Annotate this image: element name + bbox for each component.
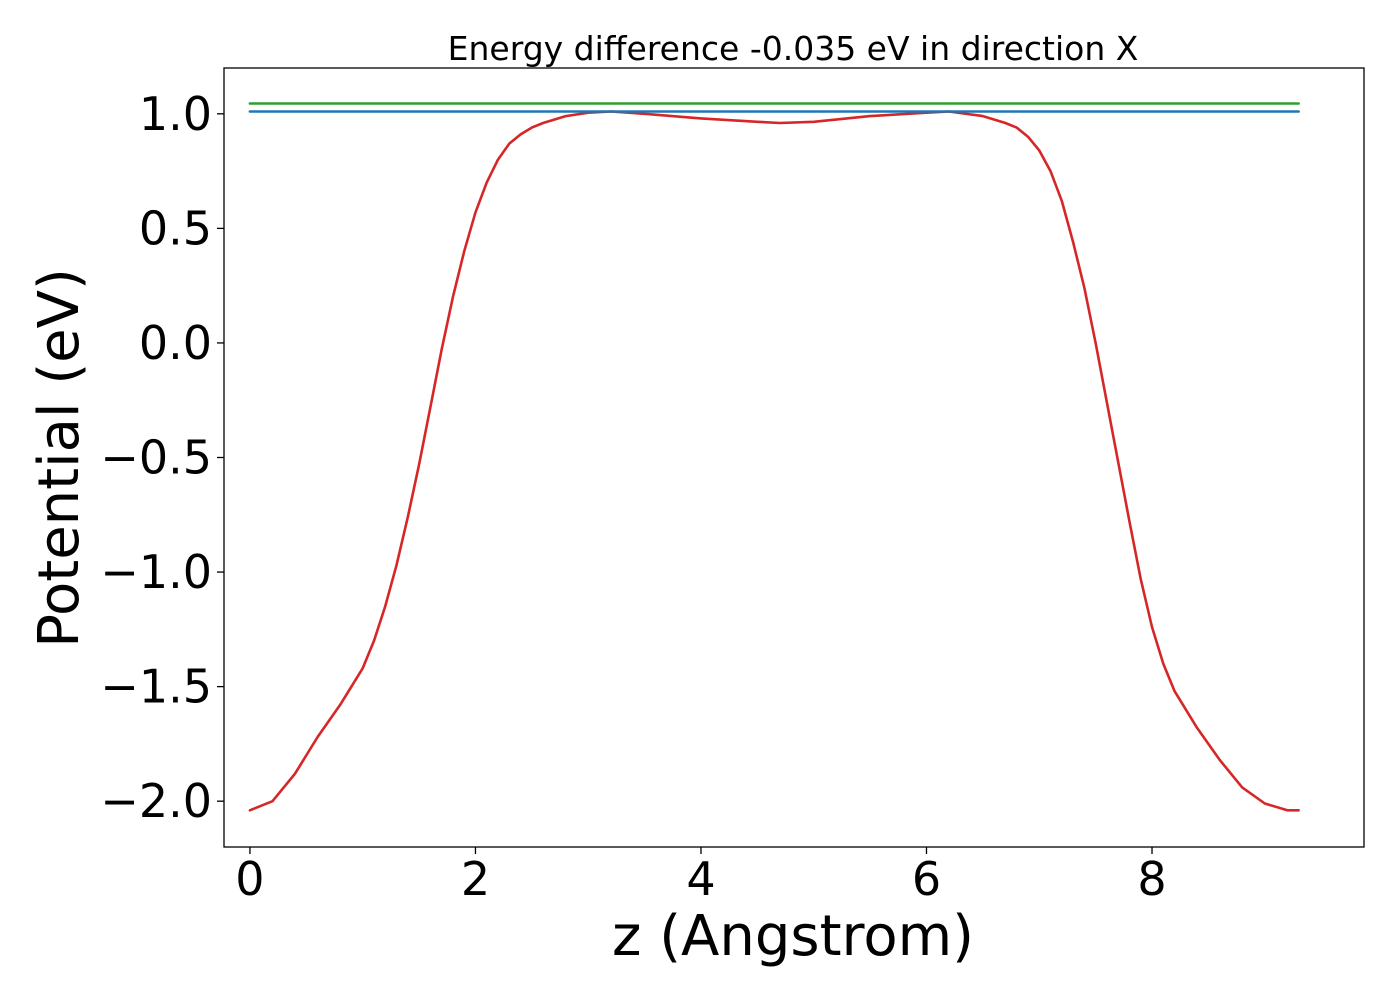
y-tick-label: −0.5 <box>100 431 212 485</box>
x-tick-label: 8 <box>1137 852 1166 906</box>
y-tick-label: −1.0 <box>100 545 212 599</box>
y-tick-label: −1.5 <box>100 660 212 714</box>
y-tick-label: 1.0 <box>139 87 212 141</box>
x-tick-label: 4 <box>686 852 715 906</box>
y-tick-label: 0.0 <box>139 316 212 370</box>
x-axis-label: z (Angstrom) <box>612 904 974 969</box>
y-tick-label: 0.5 <box>139 201 212 255</box>
y-tick-label: −2.0 <box>100 774 212 828</box>
x-tick-label: 2 <box>461 852 490 906</box>
series-line-0 <box>248 110 1300 812</box>
plot-area: 0 2 4 6 8 1.0 0.5 0.0 −0.5 −1.0 −1.5 −2.0 <box>100 67 1365 906</box>
y-axis-label: Potential (eV) <box>27 268 92 648</box>
x-tick-label: 6 <box>912 852 941 906</box>
x-tick-label: 0 <box>235 852 264 906</box>
axes-frame <box>223 67 1365 848</box>
chart-title: Energy difference -0.035 eV in direction… <box>448 29 1139 68</box>
